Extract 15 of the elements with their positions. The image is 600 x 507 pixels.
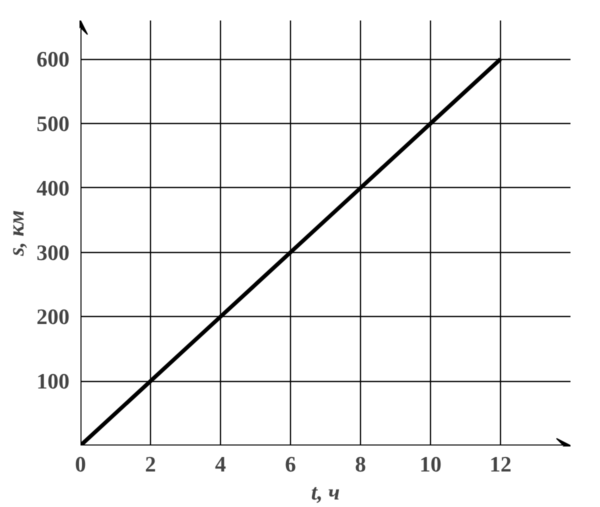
y-tick-label: 200 [36, 304, 70, 330]
x-tick-label: 8 [355, 452, 366, 476]
y-tick-label: 300 [36, 240, 70, 265]
x-tick-label: 0 [75, 452, 86, 476]
x-axis-title: t, ч [311, 480, 340, 504]
x-tick-label: 2 [145, 452, 156, 476]
y-tick-label: 400 [36, 175, 70, 200]
y-tick-label: 100 [36, 368, 70, 394]
y-axis-title: s, км [4, 210, 28, 257]
x-tick-label: 6 [285, 452, 296, 476]
y-tick-label: 600 [36, 46, 70, 72]
x-tick-label: 4 [215, 452, 226, 476]
x-tick-label: 12 [490, 452, 512, 476]
x-tick-label: 10 [420, 452, 442, 476]
y-tick-label: 500 [36, 111, 70, 136]
